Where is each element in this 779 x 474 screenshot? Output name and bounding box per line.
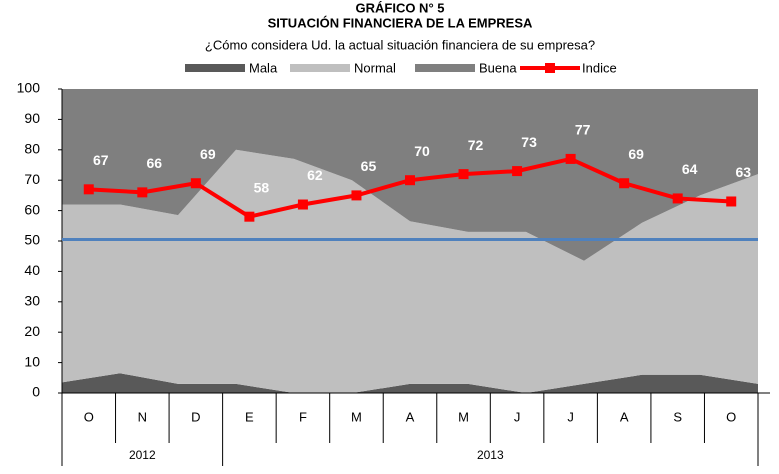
x-tick-label: M [458,409,469,424]
x-tick-label: A [406,409,415,424]
marker [672,193,683,204]
x-tick-label: M [351,409,362,424]
data-label: 62 [307,167,323,183]
x-tick-label: N [138,409,147,424]
legend-swatch [290,64,350,72]
data-label: 65 [361,158,377,174]
chart-subtitle: SITUACIÓN FINANCIERA DE LA EMPRESA [268,15,533,30]
y-tick-label: 90 [24,110,40,126]
y-tick-label: 50 [24,232,40,248]
chart-question: ¿Cómo considera Ud. la actual situación … [205,37,595,52]
group-label: 2013 [477,448,504,462]
marker [458,169,469,180]
x-tick-label: F [299,409,307,424]
marker [351,190,362,201]
x-tick-label: A [620,409,629,424]
legend-swatch [415,64,475,72]
area [62,89,758,261]
data-label: 69 [628,146,644,162]
marker [512,166,523,177]
marker [619,178,630,189]
y-tick-label: 10 [24,353,40,369]
legend-label: Indice [582,60,617,75]
marker [83,184,94,195]
x-tick-label: S [673,409,682,424]
group-label: 2012 [129,448,156,462]
legend-label: Normal [354,60,396,75]
marker [244,211,255,222]
y-tick-label: 0 [32,384,40,400]
y-tick-label: 30 [24,293,40,309]
data-label: 64 [682,161,698,177]
x-tick-label: J [514,409,521,424]
data-label: 63 [735,164,751,180]
data-label: 72 [468,137,484,153]
marker [137,187,148,198]
chart-title: GRÁFICO N° 5 [356,0,445,15]
marker [565,153,576,164]
data-label: 70 [414,143,430,159]
x-tick-label: D [191,409,200,424]
marker [297,199,308,210]
marker [190,178,201,189]
y-tick-label: 40 [24,262,40,278]
data-label: 69 [200,146,216,162]
data-label: 77 [575,122,591,138]
marker [726,196,737,207]
data-label: 66 [147,155,163,171]
x-tick-label: O [726,409,736,424]
y-tick-label: 80 [24,141,40,157]
y-tick-label: 60 [24,201,40,217]
x-tick-label: O [84,409,94,424]
data-label: 73 [521,134,537,150]
y-tick-label: 100 [17,80,41,96]
marker [405,175,415,186]
x-tick-label: J [567,409,574,424]
y-tick-label: 20 [24,323,40,339]
legend-label: Buena [479,60,517,75]
y-tick-label: 70 [24,171,40,187]
legend-label: Mala [249,60,278,75]
x-tick-label: E [245,409,254,424]
legend-marker [545,63,555,73]
data-label: 58 [254,179,270,195]
area [62,373,758,393]
legend-swatch [185,64,245,72]
data-label: 67 [93,152,109,168]
